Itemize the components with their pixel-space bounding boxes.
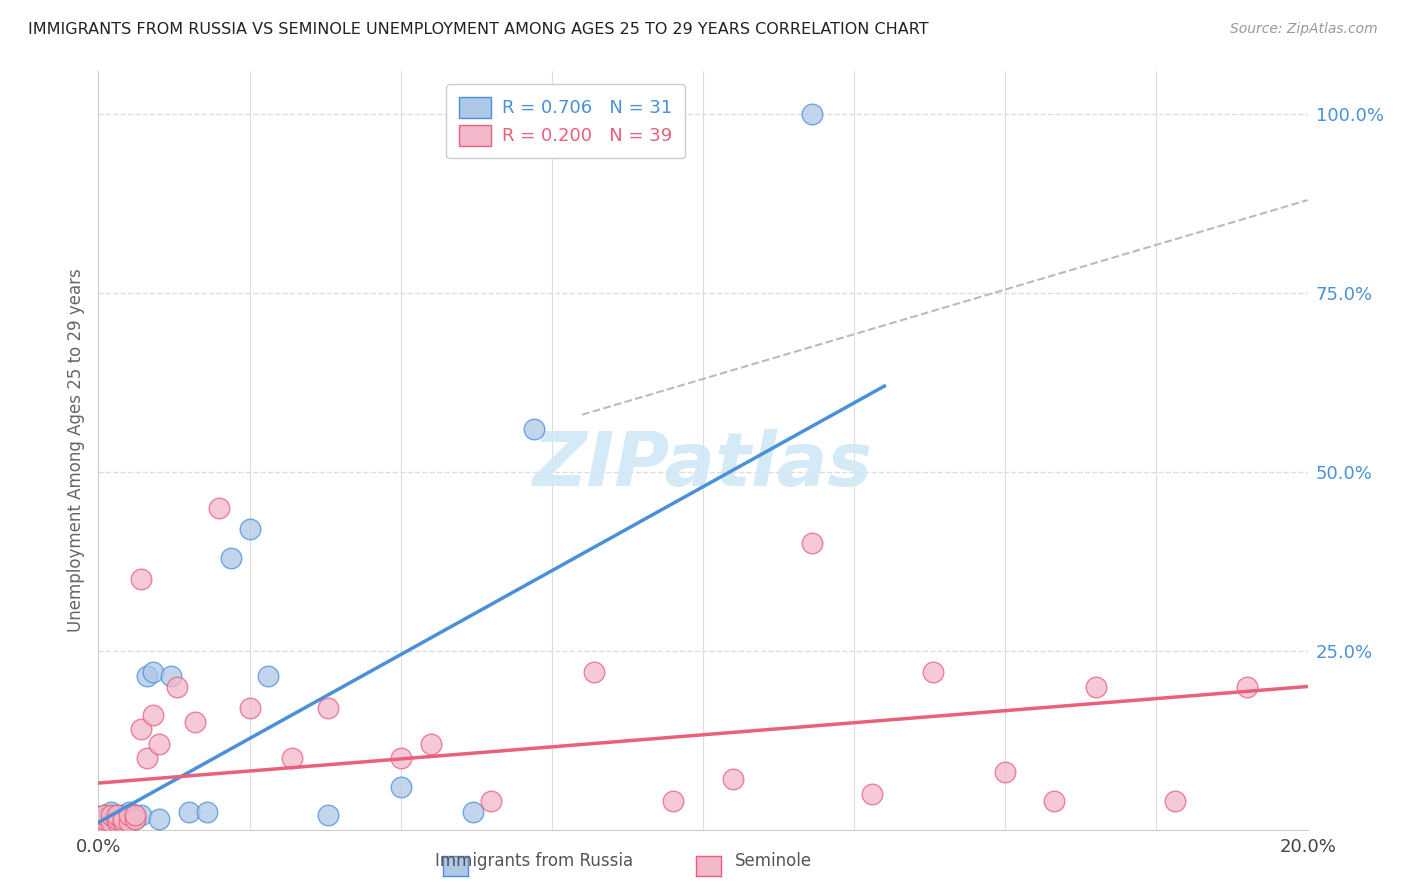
Point (389, 780, 412, 794)
Point (256, 669, 278, 683)
Text: IMMIGRANTS FROM RUSSIA VS SEMINOLE UNEMPLOYMENT AMONG AGES 25 TO 29 YEARS CORREL: IMMIGRANTS FROM RUSSIA VS SEMINOLE UNEMP… (28, 22, 929, 37)
Point (93, 808, 115, 822)
Point (105, 815, 128, 830)
Point (195, 805, 218, 819)
Point (93, 815, 115, 830)
Point (100, 815, 122, 830)
Point (239, 701, 262, 715)
Point (100, 815, 122, 830)
Point (105, 808, 128, 822)
Point (281, 751, 304, 765)
Point (166, 680, 188, 694)
Point (148, 812, 170, 826)
Point (463, 805, 485, 819)
Point (723, 772, 745, 787)
Point (124, 808, 146, 822)
Point (105, 812, 128, 826)
Point (921, 665, 943, 680)
Point (111, 812, 134, 826)
Point (1042, 794, 1064, 808)
Text: Seminole: Seminole (735, 852, 811, 870)
Point (129, 572, 152, 586)
Point (93, 812, 115, 826)
Point (135, 669, 157, 683)
Point (118, 812, 141, 826)
Point (135, 751, 157, 765)
Text: Immigrants from Russia: Immigrants from Russia (436, 852, 633, 870)
Point (523, 422, 546, 436)
Point (129, 723, 152, 737)
Point (860, 787, 883, 801)
Point (179, 805, 201, 819)
Point (389, 751, 412, 765)
Point (1085, 680, 1108, 694)
Point (111, 808, 134, 822)
Point (111, 815, 134, 830)
Point (118, 808, 141, 822)
Text: Source: ZipAtlas.com: Source: ZipAtlas.com (1230, 22, 1378, 37)
Point (124, 808, 146, 822)
Point (148, 737, 170, 751)
Point (184, 715, 207, 730)
Text: ZIPatlas: ZIPatlas (533, 429, 873, 502)
Point (481, 794, 503, 808)
Point (208, 500, 231, 515)
Point (118, 815, 141, 830)
Point (316, 808, 339, 822)
Point (316, 701, 339, 715)
Point (239, 522, 262, 536)
Point (160, 669, 183, 683)
Point (100, 805, 122, 819)
Point (994, 765, 1017, 780)
Point (420, 737, 443, 751)
Legend: R = 0.706   N = 31, R = 0.200   N = 39: R = 0.706 N = 31, R = 0.200 N = 39 (446, 84, 685, 159)
Point (124, 812, 146, 826)
Point (105, 808, 128, 822)
Point (221, 550, 243, 565)
Point (111, 812, 134, 826)
Point (800, 107, 823, 121)
Point (93, 808, 115, 822)
Point (100, 808, 122, 822)
Point (583, 665, 606, 680)
Point (124, 812, 146, 826)
Point (105, 812, 128, 826)
Point (800, 536, 823, 550)
Point (142, 708, 165, 723)
Point (118, 805, 141, 819)
Point (93, 815, 115, 830)
Y-axis label: Unemployment Among Ages 25 to 29 years: Unemployment Among Ages 25 to 29 years (66, 268, 84, 632)
Point (105, 815, 128, 830)
Point (93, 812, 115, 826)
Point (1163, 794, 1185, 808)
Point (100, 812, 122, 826)
Point (661, 794, 683, 808)
Point (129, 808, 152, 822)
Point (1236, 680, 1258, 694)
Point (142, 665, 165, 680)
Point (100, 808, 122, 822)
